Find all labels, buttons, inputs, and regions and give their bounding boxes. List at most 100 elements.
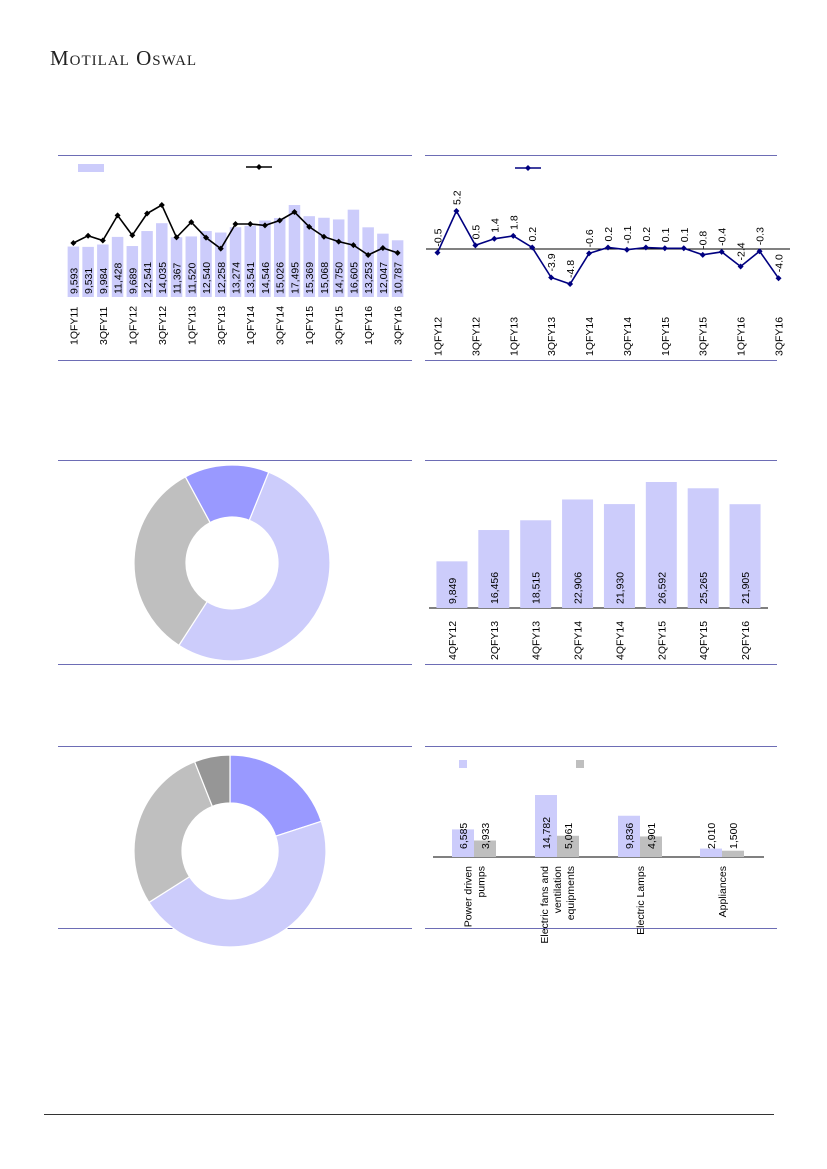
chart1-bar (97, 244, 109, 297)
chart5-donut-slice (193, 754, 231, 808)
chart1-tick-label: 3QFY11 (98, 307, 110, 345)
chart1-line-point (144, 210, 151, 217)
chart1-data-label: 14,035 (157, 262, 169, 294)
chart1-line-point (379, 244, 386, 251)
rule-row3-bottom-left (58, 928, 412, 929)
chart1-line-point (158, 202, 165, 208)
chart1-line-point (261, 222, 268, 229)
chart1-line-point (365, 252, 372, 258)
chart1-tick-label: 1QFY13 (186, 306, 198, 345)
chart1-line-point (129, 232, 136, 239)
chart6-bar-series2 (474, 840, 496, 857)
chart4-tick-label: 2QFY14 (573, 621, 585, 660)
chart6-bar-series1 (700, 848, 722, 857)
chart1-line-point (203, 234, 210, 241)
chart4-bar (562, 499, 594, 608)
chart2-line-point (567, 281, 574, 288)
chart1-bar (82, 246, 94, 297)
chart6-category-label: Power driven (463, 866, 475, 927)
rule-row1-bottom-right (425, 360, 777, 361)
rule-top-left (58, 155, 412, 156)
chart1-data-label: 14,546 (260, 262, 272, 294)
chart2-line-point (642, 244, 649, 251)
chart1-data-label: 16,605 (348, 262, 360, 294)
chart4-tick-label: 2QFY15 (656, 621, 668, 660)
chart2-data-label: 0.1 (679, 228, 691, 243)
brand-logo: Motilal Oswal (50, 46, 198, 70)
chart1-tick-label: 1QFY12 (127, 306, 139, 345)
chart4-tick-label: 4QFY15 (698, 621, 710, 660)
legend-swatch-bar (78, 164, 104, 172)
chart1-data-label: 12,047 (378, 262, 390, 294)
chart1-tick-label: 3QFY14 (275, 306, 287, 345)
footer-rule (44, 1114, 774, 1115)
chart6-category-label: Appliances (717, 866, 729, 917)
chart5-donut-slice (133, 760, 214, 904)
chart1-line-point (188, 219, 195, 226)
chart4-data-label: 25,265 (698, 572, 710, 604)
chart2-tick-label: 1QFY12 (432, 317, 444, 356)
chart1-tick-label: 1QFY16 (363, 306, 375, 345)
chart6-data-label: 5,061 (563, 823, 575, 849)
chart2-data-label: 1.4 (489, 218, 501, 233)
rule-row2-bottom-left (58, 664, 412, 665)
chart1-data-label: 9,593 (68, 268, 80, 294)
chart2-tick-label: 3QFY16 (774, 317, 786, 356)
legend-marker-line2 (525, 165, 531, 171)
chart2-data-label: 1.8 (508, 215, 520, 230)
chart1-line-point (276, 217, 283, 224)
chart1-data-label: 11,520 (186, 263, 198, 294)
chart1-bar (67, 246, 80, 297)
chart2-data-label: -4.0 (774, 254, 786, 272)
chart1-bar (126, 246, 139, 297)
chart4-tick-label: 2QFY16 (740, 621, 752, 660)
chart2-data-label: 0.5 (470, 225, 482, 240)
chart1-data-label: 14,750 (334, 262, 346, 294)
chart1-data-label: 9,689 (127, 268, 139, 294)
chart2-tick-label: 3QFY13 (546, 317, 558, 356)
chart1-bar (273, 217, 286, 297)
chart2-line-point (453, 208, 460, 215)
chart1-data-label: 15,068 (319, 262, 331, 294)
rule-row2-top-left (58, 460, 412, 461)
chart4-data-label: 21,930 (614, 572, 626, 604)
chart1-data-label: 9,984 (98, 268, 110, 294)
chart2-line-point (718, 248, 725, 255)
chart2-tick-label: 3QFY14 (622, 317, 634, 356)
chart2-data-label: 0.1 (660, 228, 672, 243)
chart4-data-label: 26,592 (656, 572, 668, 604)
chart1-line-point (173, 234, 180, 241)
chart6-category-label: pumps (476, 866, 488, 898)
chart4-data-label: 21,905 (740, 572, 752, 604)
chart1-bar (244, 225, 256, 297)
chart4-tick-label: 4QFY12 (447, 621, 459, 660)
chart6-data-label: 4,901 (646, 823, 658, 849)
chart1-tick-label: 1QFY15 (304, 306, 316, 345)
chart2-line-point (699, 251, 706, 258)
chart1-bar (259, 220, 271, 297)
chart2-data-label: -2.4 (736, 242, 748, 260)
chart6-bar-series1 (535, 795, 557, 857)
chart2-data-label: -0.1 (622, 225, 634, 243)
chart1-bar (332, 219, 345, 297)
chart2-line-point (491, 235, 498, 242)
chart1-bar (141, 231, 153, 297)
chart1-line-point (247, 221, 254, 228)
chart6-data-label: 9,836 (624, 823, 636, 849)
chart3-donut-slice (133, 475, 211, 647)
chart2-tick-label: 1QFY15 (660, 317, 672, 356)
chart1-bar (377, 233, 389, 297)
chart1-line-point (320, 233, 327, 240)
chart4-tick-label: 4QFY13 (531, 621, 543, 660)
rule-row2-top-right (425, 460, 777, 461)
chart1-line-point (291, 209, 298, 216)
chart2-line-point (510, 232, 517, 239)
chart2-line-point (756, 248, 763, 255)
chart1-line-point (232, 221, 239, 228)
chart1-line-point (350, 242, 357, 249)
chart6-bar-series2 (722, 850, 744, 857)
chart2-line-point (661, 245, 668, 252)
chart1-data-label: 13,253 (363, 262, 375, 294)
chart5-donut-slice (229, 754, 323, 837)
